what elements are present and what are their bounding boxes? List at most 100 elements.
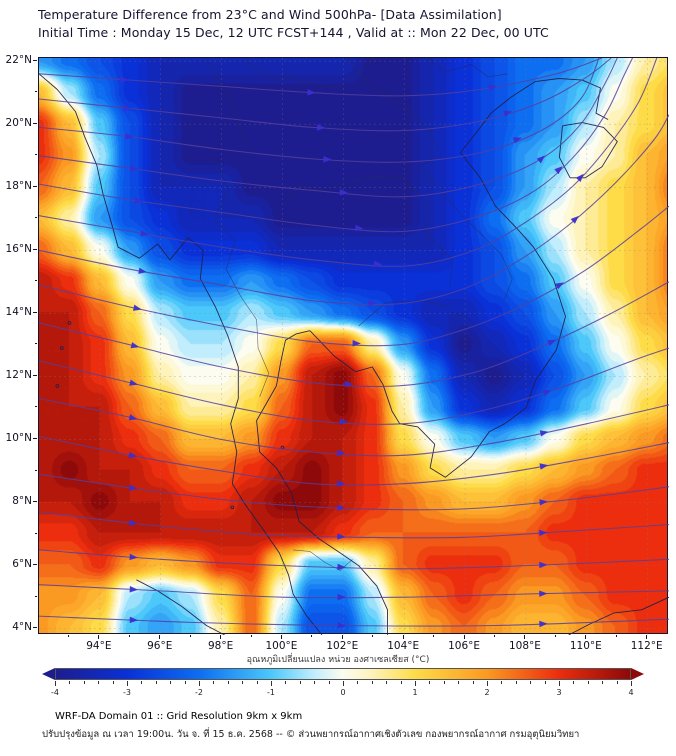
wind-arrow xyxy=(120,76,129,83)
wind-arrow xyxy=(337,504,346,511)
x-axis-label: 106°E xyxy=(448,640,481,652)
x-axis-minor-tick xyxy=(494,635,496,637)
y-axis-label: 8°N xyxy=(12,495,32,508)
colorbar-tick xyxy=(127,681,128,686)
y-axis-minor-tick xyxy=(35,469,37,471)
colorbar-tick xyxy=(587,681,589,684)
wind-arrow xyxy=(503,110,513,117)
streamline xyxy=(39,58,603,97)
colorbar-tick xyxy=(155,681,157,684)
streamline xyxy=(39,281,669,388)
colorbar-tick xyxy=(602,681,604,684)
wind-arrow xyxy=(337,563,346,571)
streamline xyxy=(39,473,669,511)
streamline xyxy=(39,58,658,267)
streamline xyxy=(39,58,612,132)
colorbar-left-arrow xyxy=(42,668,55,680)
country-border xyxy=(213,158,270,398)
wind-arrow xyxy=(323,156,332,163)
colorbar-tick xyxy=(559,681,560,686)
colorbar-tick xyxy=(170,681,172,684)
wind-arrow xyxy=(512,137,522,144)
colorbar-tick xyxy=(141,681,143,684)
colorbar-tick xyxy=(530,681,532,684)
streamline xyxy=(39,397,669,457)
wind-arrow xyxy=(539,463,549,470)
colorbar-tick xyxy=(98,681,100,684)
x-axis-minor-tick xyxy=(311,635,313,637)
x-axis-tick xyxy=(646,635,648,639)
wind-arrow xyxy=(129,586,138,593)
colorbar-tick xyxy=(184,681,186,684)
map-title: Temperature Difference from 23°C and Win… xyxy=(38,7,502,22)
wind-arrow xyxy=(337,622,346,629)
y-axis-minor-tick xyxy=(35,91,37,93)
colorbar-tick xyxy=(83,681,85,684)
streamline xyxy=(39,114,669,306)
wind-arrow xyxy=(339,418,348,425)
colorbar-tick xyxy=(343,681,344,686)
y-axis-label: 12°N xyxy=(5,368,32,381)
wind-arrow xyxy=(547,339,556,347)
wind-arrow xyxy=(129,379,138,386)
colorbar-tick xyxy=(199,681,200,686)
x-axis-tick xyxy=(402,635,404,639)
x-axis-minor-tick xyxy=(372,635,374,637)
wind-arrow xyxy=(140,230,149,237)
y-axis-label: 14°N xyxy=(5,305,32,318)
x-axis-label: 108°E xyxy=(508,640,541,652)
y-axis-label: 20°N xyxy=(5,116,32,129)
country-border xyxy=(242,58,377,89)
colorbar-tick-label: 1 xyxy=(412,688,418,697)
colorbar-tick xyxy=(515,681,517,684)
island xyxy=(230,505,235,510)
x-axis-minor-tick xyxy=(554,635,556,637)
y-axis-tick xyxy=(33,122,37,124)
colorbar-tick xyxy=(386,681,388,684)
colorbar-tick xyxy=(55,681,56,686)
colorbar-tick xyxy=(328,681,330,684)
wind-arrow xyxy=(129,616,139,624)
wind-arrow xyxy=(539,499,548,506)
streamline xyxy=(39,511,669,539)
wind-arrow xyxy=(539,561,548,569)
streamline xyxy=(39,347,669,425)
wind-arrow xyxy=(133,304,142,311)
x-axis-minor-tick xyxy=(433,635,435,637)
colorbar-tick xyxy=(213,681,215,684)
wind-arrow xyxy=(339,189,348,196)
colorbar-tick-label: -2 xyxy=(195,688,203,697)
y-axis-label: 16°N xyxy=(5,242,32,255)
x-axis-label: 104°E xyxy=(387,640,420,652)
colorbar-ticks xyxy=(55,681,632,687)
wind-arrow xyxy=(134,197,144,204)
x-axis-tick xyxy=(220,635,222,639)
y-axis-tick xyxy=(33,311,37,313)
wind-arrow xyxy=(368,299,377,307)
y-axis-minor-tick xyxy=(35,343,37,345)
wind-arrow xyxy=(138,267,147,274)
y-axis-minor-tick xyxy=(35,532,37,534)
y-axis-label: 18°N xyxy=(5,179,32,192)
coastline xyxy=(39,73,323,635)
footer-agency-info: ปรับปรุงข้อมูล ณ เวลา 19:00น. วัน จ. ที่… xyxy=(42,729,580,740)
wind-arrow xyxy=(539,430,549,437)
y-axis-tick xyxy=(33,501,37,503)
x-axis-minor-tick xyxy=(189,635,191,637)
map-subtitle: Initial Time : Monday 15 Dec, 12 UTC FCS… xyxy=(38,25,549,40)
wind-arrow xyxy=(373,260,383,268)
colorbar-tick xyxy=(429,681,431,684)
country-border xyxy=(358,300,450,327)
colorbar-tick-label: 0 xyxy=(340,688,346,697)
x-axis-minor-tick xyxy=(615,635,617,637)
y-axis-label: 10°N xyxy=(5,432,32,444)
colorbar-tick-label: 2 xyxy=(484,688,490,697)
x-axis-tick xyxy=(463,635,465,639)
wind-arrow xyxy=(337,533,346,540)
wind-arrow xyxy=(542,389,552,396)
colorbar-tick xyxy=(314,681,316,684)
y-axis-tick xyxy=(33,627,37,629)
country-border xyxy=(428,58,508,78)
colorbar-label: อุณหภูมิเปลี่ยนแปลง หน่วย องศาเซลเซียส (… xyxy=(246,655,430,665)
